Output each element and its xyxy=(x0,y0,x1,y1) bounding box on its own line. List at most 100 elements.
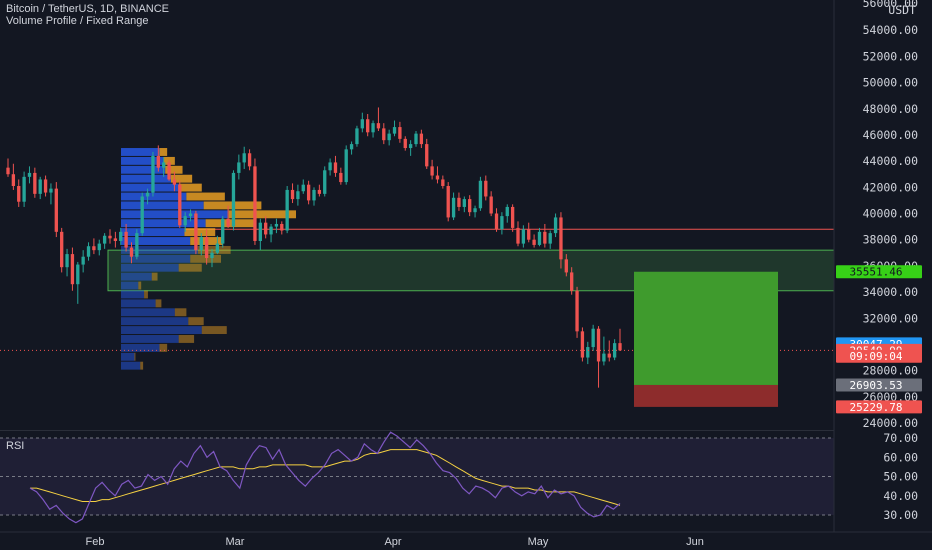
candle-body[interactable] xyxy=(403,138,407,149)
candle-body[interactable] xyxy=(618,343,622,351)
candle-body[interactable] xyxy=(462,199,466,207)
candle-body[interactable] xyxy=(468,199,472,213)
candle-body[interactable] xyxy=(360,119,364,129)
candle-body[interactable] xyxy=(478,180,483,209)
candle-body[interactable] xyxy=(570,272,574,291)
candle-body[interactable] xyxy=(510,206,515,228)
candle-body[interactable] xyxy=(183,216,187,226)
candle-body[interactable] xyxy=(419,133,424,145)
candle-body[interactable] xyxy=(172,179,177,185)
candle-body[interactable] xyxy=(269,226,273,235)
candle-body[interactable] xyxy=(204,237,209,259)
candle-body[interactable] xyxy=(285,189,289,231)
candle-body[interactable] xyxy=(194,213,198,251)
candle-body[interactable] xyxy=(500,216,504,230)
candle-body[interactable] xyxy=(559,217,563,260)
candle-body[interactable] xyxy=(27,172,32,177)
candle-body[interactable] xyxy=(349,144,354,150)
candle-body[interactable] xyxy=(38,179,42,194)
candle-body[interactable] xyxy=(140,196,144,234)
candle-body[interactable] xyxy=(527,229,531,240)
candle-body[interactable] xyxy=(290,189,295,200)
candle-body[interactable] xyxy=(537,231,542,245)
candle-body[interactable] xyxy=(435,175,440,180)
candle-body[interactable] xyxy=(76,264,80,285)
candle-body[interactable] xyxy=(242,153,246,163)
candle-body[interactable] xyxy=(376,123,381,129)
candle-body[interactable] xyxy=(97,243,101,251)
candle-body[interactable] xyxy=(446,186,450,218)
candle-body[interactable] xyxy=(425,144,429,167)
candle-body[interactable] xyxy=(494,213,499,230)
candle-body[interactable] xyxy=(473,208,477,213)
long-position-tool[interactable] xyxy=(634,271,778,407)
candle-body[interactable] xyxy=(317,189,322,194)
candle-body[interactable] xyxy=(167,162,171,180)
candle-body[interactable] xyxy=(11,174,16,187)
candle-body[interactable] xyxy=(296,191,300,200)
candle-body[interactable] xyxy=(178,184,182,226)
candle-body[interactable] xyxy=(451,197,456,218)
candle-body[interactable] xyxy=(382,128,386,141)
candle-body[interactable] xyxy=(151,155,155,193)
candle-body[interactable] xyxy=(60,231,64,268)
candle-body[interactable] xyxy=(258,222,262,241)
candle-body[interactable] xyxy=(505,206,509,217)
candle-body[interactable] xyxy=(119,231,123,241)
candle-body[interactable] xyxy=(591,328,595,348)
candle-body[interactable] xyxy=(237,162,241,173)
time-axis[interactable]: Feb Mar Apr May Jun xyxy=(0,531,932,550)
candle-body[interactable] xyxy=(33,172,37,194)
candle-body[interactable] xyxy=(586,347,590,358)
candle-body[interactable] xyxy=(17,186,21,202)
candle-body[interactable] xyxy=(333,162,338,173)
price-tag-stop[interactable] xyxy=(836,400,922,414)
candle-body[interactable] xyxy=(371,123,375,133)
candlestick-series[interactable] xyxy=(0,107,834,388)
price-tag-countdown[interactable] xyxy=(836,349,922,363)
candle-body[interactable] xyxy=(312,189,316,201)
candle-body[interactable] xyxy=(124,231,128,248)
candle-body[interactable] xyxy=(129,247,134,257)
candle-body[interactable] xyxy=(489,196,493,214)
candle-body[interactable] xyxy=(102,235,107,244)
candle-body[interactable] xyxy=(22,176,26,202)
candle-body[interactable] xyxy=(366,119,370,133)
candle-body[interactable] xyxy=(264,222,268,235)
candle-body[interactable] xyxy=(135,233,139,257)
candle-body[interactable] xyxy=(49,188,53,193)
candle-body[interactable] xyxy=(580,331,585,358)
candle-body[interactable] xyxy=(280,223,284,231)
candle-body[interactable] xyxy=(92,246,96,251)
candle-body[interactable] xyxy=(596,328,601,362)
candle-body[interactable] xyxy=(548,233,552,244)
candle-body[interactable] xyxy=(145,192,150,197)
candle-body[interactable] xyxy=(65,254,69,268)
candle-body[interactable] xyxy=(162,162,166,168)
candle-body[interactable] xyxy=(398,127,402,139)
candle-body[interactable] xyxy=(484,180,488,197)
candle-body[interactable] xyxy=(323,170,327,194)
candle-body[interactable] xyxy=(274,223,279,227)
candle-body[interactable] xyxy=(247,153,252,167)
candle-body[interactable] xyxy=(306,184,311,201)
candle-body[interactable] xyxy=(344,149,348,183)
price-tag-zone-top[interactable] xyxy=(836,265,922,279)
candle-body[interactable] xyxy=(199,237,203,251)
candle-body[interactable] xyxy=(607,353,611,358)
candle-body[interactable] xyxy=(553,217,558,234)
position-stop-zone[interactable] xyxy=(634,384,778,407)
candle-body[interactable] xyxy=(70,254,75,285)
candle-body[interactable] xyxy=(521,229,526,244)
candle-body[interactable] xyxy=(43,179,48,193)
position-target-zone[interactable] xyxy=(634,271,778,385)
candle-body[interactable] xyxy=(612,343,617,358)
candle-body[interactable] xyxy=(231,172,236,227)
candle-body[interactable] xyxy=(457,197,461,207)
candle-body[interactable] xyxy=(355,128,359,145)
candle-body[interactable] xyxy=(408,144,413,149)
candle-body[interactable] xyxy=(156,155,160,168)
candle-body[interactable] xyxy=(532,239,536,245)
